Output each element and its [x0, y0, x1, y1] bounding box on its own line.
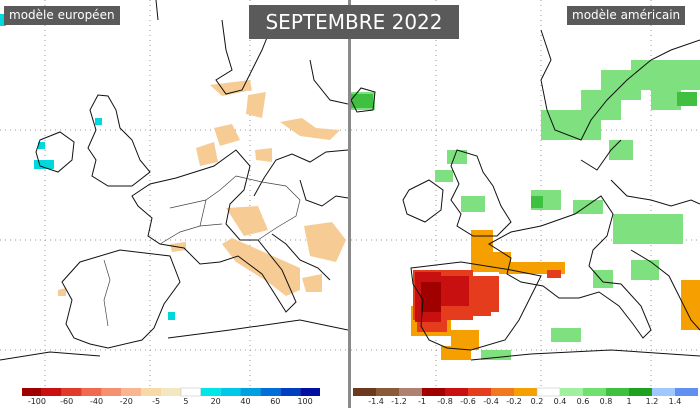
american-colorbar-tick-label: -0.8: [437, 397, 453, 406]
european-colorbar-tick-label: -20: [119, 397, 133, 406]
european-colorbar-tick-label: 100: [297, 397, 313, 406]
page-title: SEPTEMBRE 2022: [249, 5, 459, 39]
european-colorbar-tick-label: -40: [89, 397, 104, 406]
american-model-label: modèle américain: [567, 6, 686, 25]
american-colorbar-swatch: [560, 388, 583, 396]
european-colorbar-swatch: [180, 387, 202, 397]
european-colorbar-swatch: [260, 388, 281, 396]
american-colorbar-tick-label: -1.2: [391, 397, 407, 406]
american-model-map-canvas: [351, 0, 700, 386]
european-colorbar-swatch: [101, 388, 122, 396]
american-colorbar-swatch: [376, 388, 399, 396]
cyan-patches: [0, 14, 175, 320]
american-colorbar-swatch: [468, 388, 491, 396]
darkest-red-anomaly-cells: [421, 282, 441, 312]
european-colorbar-swatch: [200, 388, 221, 396]
european-colorbar-tick-label: 60: [270, 397, 281, 406]
american-colorbar-swatch: [445, 388, 468, 396]
american-colorbar-tick-label: 0.8: [599, 397, 613, 406]
american-colorbar-tick-label: 1: [626, 397, 632, 406]
coastlines: [0, 0, 348, 361]
european-model-map: modèle européen: [0, 0, 348, 386]
american-colorbar-swatch: [491, 388, 514, 396]
american-colorbar-tick-label: 1.4: [668, 397, 682, 406]
green-anomaly-cells: [351, 60, 700, 360]
coastlines-right: [351, 29, 700, 361]
european-colorbar-swatch: [81, 388, 102, 396]
european-colorbar-swatch: [41, 388, 62, 396]
european-colorbar-tick-label: 5: [183, 397, 189, 406]
american-colorbar-swatch: [399, 388, 422, 396]
american-colorbar-tick-label: -0.6: [460, 397, 476, 406]
european-colorbar-tick-label: -5: [152, 397, 161, 406]
european-colorbar-swatch: [121, 388, 142, 396]
european-colorbar-swatch: [240, 388, 261, 396]
european-colorbar-swatch: [300, 388, 320, 396]
european-colorbar-swatch: [61, 388, 82, 396]
grid-lines: [0, 0, 348, 386]
american-colorbar-tick-label: 0.6: [576, 397, 590, 406]
european-colorbar-swatches: [22, 387, 320, 397]
american-colorbar-swatch: [629, 388, 652, 396]
american-colorbar: -1.4 -1.2 -1 -0.8 -0.6 -0.4 -0.2 0.2 0.4 0.6 0.8 1 1…: [351, 386, 700, 408]
european-model-map-canvas: [0, 0, 348, 386]
american-colorbar-swatch: [675, 388, 698, 396]
european-colorbar-tick-label: 40: [240, 397, 251, 406]
anomaly-patches: [58, 80, 346, 296]
european-colorbar-swatch: [22, 388, 42, 396]
european-model-label: modèle européen: [4, 6, 120, 25]
american-colorbar-swatch: [606, 388, 629, 396]
european-colorbar-swatch: [141, 388, 162, 396]
european-colorbar-tick-label: 20: [210, 397, 221, 406]
american-colorbar-tick-label: -0.4: [483, 397, 499, 406]
american-colorbar-tick-label: 0.2: [530, 397, 544, 406]
american-model-map: modèle américain: [351, 0, 700, 386]
american-colorbar-tick-label: 1.2: [645, 397, 659, 406]
american-colorbar-tick-label: -0.2: [506, 397, 522, 406]
american-colorbar-swatch: [422, 388, 445, 396]
american-colorbar-swatch: [353, 388, 376, 396]
american-colorbar-swatch: [536, 387, 561, 397]
grid-lines-right: [351, 0, 700, 386]
european-colorbar-tick-label: -60: [60, 397, 74, 406]
american-colorbar-tick-label: -1.4: [368, 397, 384, 406]
european-colorbar-swatch: [220, 388, 241, 396]
american-colorbar-tick-label: -1: [418, 397, 426, 406]
european-colorbar-swatch: [161, 388, 181, 396]
european-colorbar-tick-label: -100: [27, 397, 46, 406]
american-colorbar-swatch: [514, 388, 537, 396]
american-colorbar-swatches: [353, 387, 698, 397]
european-colorbar: -100 -60 -40 -20 -5 5 20 40 60 100: [0, 386, 348, 408]
european-colorbar-swatch: [280, 388, 301, 396]
american-colorbar-swatch: [652, 388, 675, 396]
country-borders: [103, 175, 301, 327]
american-colorbar-tick-label: 0.4: [553, 397, 567, 406]
dark-green-cells: [351, 92, 697, 208]
american-colorbar-swatch: [583, 388, 606, 396]
panel-divider: [348, 0, 351, 408]
